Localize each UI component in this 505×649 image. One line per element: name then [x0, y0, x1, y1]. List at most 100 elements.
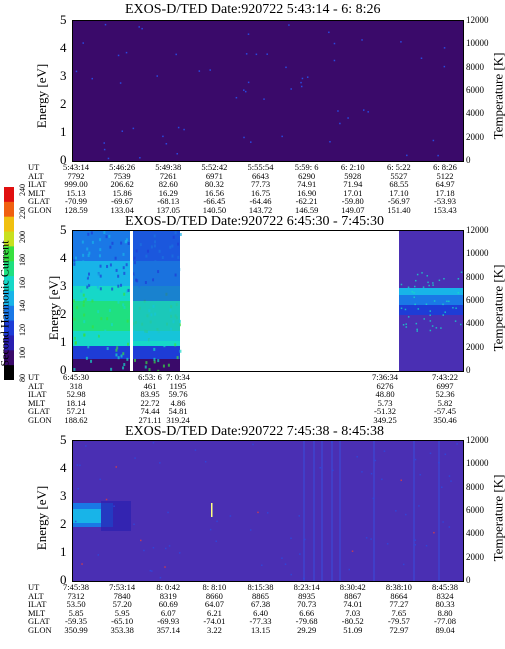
info-row-label: MLT: [28, 187, 46, 198]
heatmap-texture: [176, 342, 179, 346]
info-cell: 67.38: [250, 599, 271, 610]
vertical-streak: [303, 441, 305, 581]
heatmap-band: [399, 295, 463, 305]
heatmap-texture: [414, 279, 417, 282]
heatmap-texture: [428, 284, 430, 287]
heatmap-texture: [429, 310, 432, 312]
colorbar-segment: [4, 216, 14, 233]
noise-speckle: [261, 564, 263, 567]
heatmap-texture: [76, 306, 79, 310]
info-cell: -79.57: [387, 616, 410, 627]
noise-speckle: [395, 510, 397, 512]
info-cell: 8660: [205, 590, 223, 601]
heatmap-texture: [73, 336, 76, 340]
heatmap-texture: [176, 356, 179, 360]
noise-speckle: [301, 77, 304, 80]
vertical-streak: [331, 441, 333, 581]
heatmap-texture: [86, 332, 89, 336]
info-cell: 64.97: [435, 179, 455, 190]
heatmap-texture: [117, 356, 120, 360]
info-cell: 7.65: [391, 607, 407, 618]
heatmap-texture: [421, 272, 423, 274]
noise-speckle: [75, 70, 78, 73]
heatmap-texture: [91, 299, 94, 303]
info-cell: 149.07: [341, 205, 365, 215]
info-cell: 17.01: [343, 187, 363, 198]
heatmap-texture: [432, 282, 434, 284]
info-cell: 80.33: [435, 599, 455, 610]
spectrogram-plot: [72, 230, 464, 372]
vertical-streak: [413, 441, 415, 581]
noise-speckle: [284, 563, 287, 565]
heatmap-texture: [99, 264, 102, 268]
y2-tick-label: 4000: [466, 528, 484, 539]
colorbar-segment: [4, 201, 14, 218]
heatmap-texture: [429, 320, 432, 322]
heatmap-texture: [86, 276, 89, 280]
info-cell: 8:30:42: [339, 582, 366, 592]
heatmap-texture: [153, 347, 156, 351]
noise-speckle: [306, 76, 309, 78]
heatmap-texture: [422, 286, 425, 288]
noise-speckle: [209, 69, 211, 71]
heatmap-texture: [407, 286, 410, 288]
noise-speckle: [361, 39, 363, 41]
heatmap-texture: [82, 260, 85, 264]
noise-speckle: [134, 457, 136, 459]
info-cell: 8865: [252, 590, 269, 601]
info-cell: 70.73: [297, 599, 317, 610]
noise-speckle: [177, 126, 180, 129]
noise-speckle: [115, 466, 118, 468]
y-tick-label: 0: [60, 572, 67, 587]
heatmap-texture: [404, 308, 407, 311]
noise-speckle: [304, 538, 306, 541]
heatmap-texture: [153, 360, 156, 364]
heatmap-texture: [98, 254, 101, 258]
spectrogram-plot: [72, 440, 464, 582]
y-tick-label: 1: [60, 334, 67, 349]
y2-tick-label: 0: [466, 155, 471, 165]
noise-speckle: [329, 141, 331, 143]
info-cell: 57.21: [66, 406, 86, 417]
noise-speckle: [249, 529, 252, 531]
heatmap-texture: [114, 256, 117, 260]
noise-speckle: [229, 515, 232, 517]
noise-speckle: [443, 65, 446, 68]
y2-tick-label: 8000: [466, 481, 484, 492]
info-cell: 7: 0:34: [166, 372, 190, 382]
info-cell: 5928: [344, 170, 362, 181]
y2-tick-label: 2000: [466, 341, 484, 352]
info-cell: 1195: [169, 380, 187, 391]
heatmap-texture: [157, 369, 160, 371]
heatmap-band: [399, 288, 463, 295]
info-row-label: UT: [28, 372, 40, 382]
y-axis-label: Energy [eV]: [34, 485, 50, 551]
info-cell: -77.08: [434, 616, 456, 627]
noise-speckle: [414, 539, 416, 541]
noise-speckle: [104, 23, 107, 26]
noise-speckle: [255, 53, 258, 56]
info-cell: 13.15: [250, 625, 271, 635]
info-cell: 29.29: [297, 625, 317, 635]
noise-speckle: [319, 466, 321, 469]
info-cell: 349.25: [373, 415, 397, 425]
heatmap-texture: [457, 278, 460, 280]
noise-speckle: [162, 135, 164, 138]
heatmap-texture: [87, 232, 90, 236]
heatmap-texture: [115, 353, 118, 357]
heatmap-texture: [82, 300, 85, 304]
noise-speckle: [331, 441, 333, 443]
info-cell: 64.07: [204, 599, 224, 610]
info-cell: 15.13: [66, 187, 86, 198]
heatmap-texture: [127, 241, 130, 245]
heatmap-texture: [455, 307, 457, 309]
heatmap-texture: [126, 357, 129, 361]
info-cell: 140.50: [202, 205, 227, 215]
noise-speckle: [448, 526, 451, 528]
info-cell: 59.76: [168, 389, 188, 400]
heatmap-texture: [416, 328, 418, 331]
noise-speckle: [79, 464, 81, 467]
noise-speckle: [243, 136, 245, 139]
y2-tick-label: 6000: [466, 505, 484, 515]
noise-speckle: [117, 54, 120, 57]
